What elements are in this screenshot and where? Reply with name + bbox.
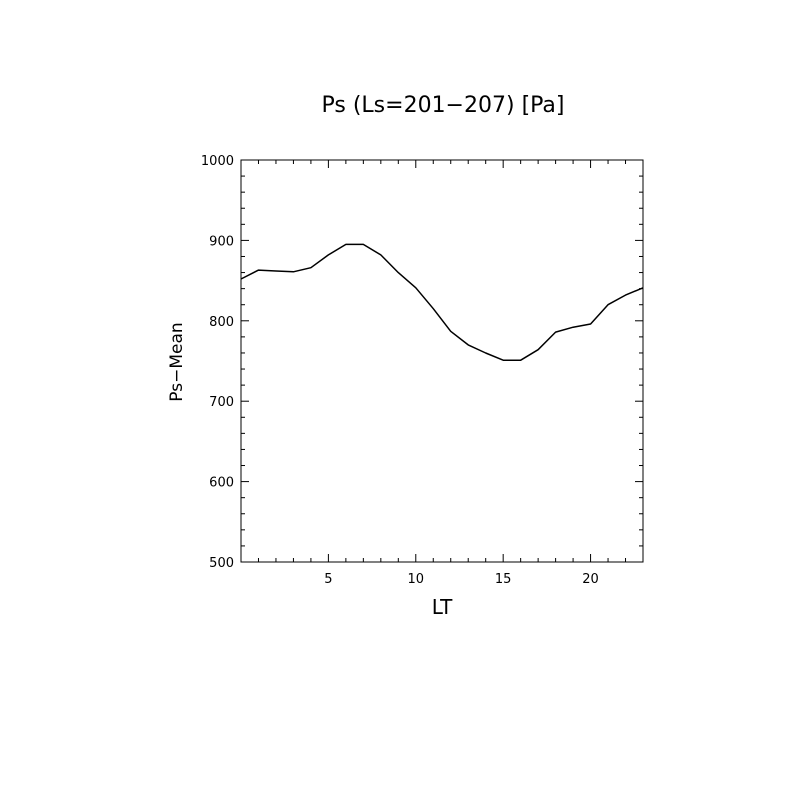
y-tick-label: 900 xyxy=(209,234,234,249)
y-tick-label: 500 xyxy=(209,556,234,571)
y-tick-label: 600 xyxy=(209,476,234,491)
plot-area xyxy=(240,159,644,563)
minor-ticks xyxy=(240,160,644,562)
plot-border xyxy=(240,159,644,563)
series-line xyxy=(240,243,644,361)
series-group xyxy=(240,243,644,361)
y-tick-label: 800 xyxy=(209,315,234,330)
y-tick-label: 700 xyxy=(209,395,234,410)
y-tick-label: 1000 xyxy=(201,154,234,169)
x-tick-label: 15 xyxy=(495,572,512,587)
x-axis-label: LT xyxy=(432,595,453,619)
y-axis-label: Ps−Mean xyxy=(167,322,187,401)
major-ticks xyxy=(241,159,643,563)
x-tick-label: 5 xyxy=(324,572,332,587)
x-tick-labels: 5 10 15 20 xyxy=(324,572,599,587)
x-tick-label: 10 xyxy=(408,572,425,587)
chart-title: Ps (Ls=201−207) [Pa] xyxy=(322,93,565,118)
y-tick-labels: 500 600 700 800 900 1000 xyxy=(201,154,234,571)
x-tick-label: 20 xyxy=(582,572,599,587)
